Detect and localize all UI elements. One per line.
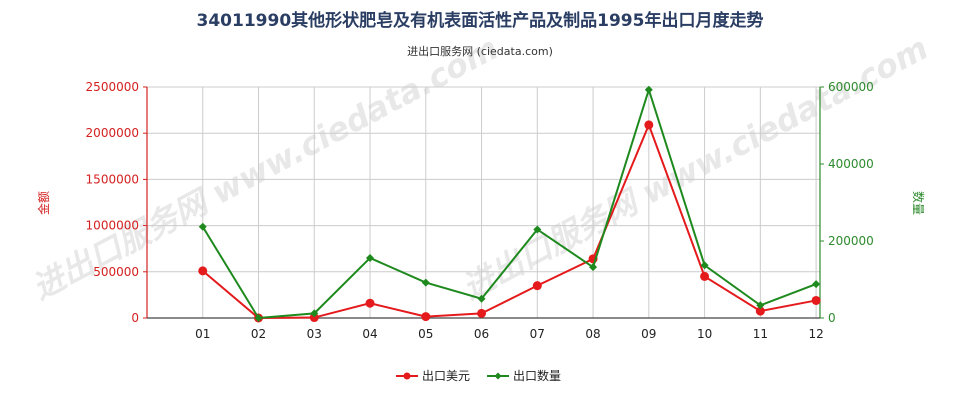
x-tick-label: 09	[641, 327, 656, 341]
data-point	[198, 266, 208, 276]
legend-label: 出口美元	[422, 369, 470, 383]
x-tick-label: 12	[808, 327, 823, 341]
series-line	[202, 122, 817, 320]
legend-swatch-marker	[494, 372, 502, 380]
data-point	[198, 222, 207, 231]
data-point	[421, 278, 430, 287]
x-tick-label: 03	[307, 327, 322, 341]
data-point	[644, 120, 654, 130]
data-point	[532, 281, 542, 291]
tick-labels: 0 500000 1000000 1500000 2000000 2500000 0 2000…	[86, 80, 874, 341]
data-point	[309, 313, 319, 323]
x-tick-label: 11	[753, 327, 768, 341]
y-axis-label-left: 金额	[36, 191, 51, 215]
series-line	[201, 86, 817, 320]
data-point	[700, 271, 710, 281]
x-tick-label: 07	[530, 327, 545, 341]
data-point	[477, 308, 487, 318]
data-point	[310, 309, 319, 318]
y-tick-right: 600000	[828, 80, 874, 94]
data-point	[700, 261, 709, 270]
data-point	[533, 225, 542, 234]
y-tick-left: 500000	[93, 265, 139, 279]
y-tick-left: 1500000	[86, 172, 139, 186]
y-tick-left: 2000000	[86, 126, 139, 140]
x-tick-label: 08	[585, 327, 600, 341]
series-2	[198, 85, 821, 322]
chart-title: 34011990其他形状肥皂及有机表面活性产品及制品1995年出口月度走势	[197, 10, 764, 31]
data-point	[421, 312, 431, 322]
y-axis-label-right: 数量	[911, 191, 926, 215]
data-point	[365, 298, 375, 308]
series-1	[198, 120, 821, 323]
data-point	[755, 306, 765, 316]
x-tick-label: 02	[251, 327, 266, 341]
x-tick-label: 01	[195, 327, 210, 341]
legend-label: 出口数量	[513, 368, 561, 383]
data-point	[811, 295, 821, 305]
legend-item-2: 出口数量	[487, 368, 561, 383]
y-tick-right: 0	[828, 311, 836, 325]
x-tick-label: 10	[697, 327, 712, 341]
y-tick-left: 1000000	[86, 219, 139, 233]
y-tick-left: 0	[131, 311, 139, 325]
data-point	[366, 253, 375, 262]
data-point	[477, 294, 486, 303]
legend-swatch-marker	[403, 372, 411, 380]
data-point	[254, 314, 263, 322]
data-point	[812, 280, 821, 289]
data-point	[756, 301, 765, 310]
y-tick-right: 400000	[828, 157, 874, 171]
legend-item-1: 出口美元	[396, 369, 470, 383]
x-tick-label: 06	[474, 327, 489, 341]
y-tick-left: 2500000	[86, 80, 139, 94]
x-tick-label: 04	[362, 327, 377, 341]
y-tick-right: 200000	[828, 234, 874, 248]
x-tick-label: 05	[418, 327, 433, 341]
data-point	[589, 263, 598, 272]
grid	[147, 86, 820, 318]
chart-subtitle: 进出口服务网 (ciedata.com)	[407, 44, 553, 58]
legend: 出口美元 出口数量	[396, 368, 561, 383]
data-point	[644, 85, 653, 94]
series	[198, 85, 821, 323]
